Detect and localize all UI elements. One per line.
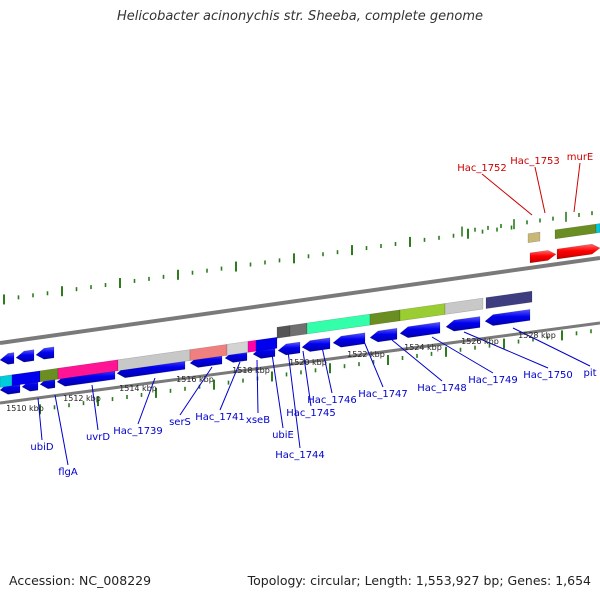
scale-label: 1524 kbp xyxy=(404,343,442,352)
leader-line xyxy=(534,166,546,214)
gene-label: ubiD xyxy=(30,442,53,453)
leader-line xyxy=(287,350,301,449)
genome-backbone xyxy=(0,256,600,405)
gene-block xyxy=(276,325,291,339)
leader-line xyxy=(431,336,494,374)
gene-label: Hac_1753 xyxy=(510,156,560,167)
map-title: Helicobacter acinonychis str. Sheeba, co… xyxy=(116,9,483,24)
gene-block xyxy=(39,367,59,383)
tick-marks xyxy=(3,211,593,415)
leader-line xyxy=(256,359,259,414)
scale-label: 1522 kbp xyxy=(347,350,385,359)
gene-block xyxy=(226,341,249,356)
gene-label: murE xyxy=(567,152,594,163)
gene-arrow xyxy=(301,337,331,352)
leader-line xyxy=(137,377,156,425)
label-leaders xyxy=(37,162,591,466)
gene-block xyxy=(255,336,278,352)
leader-line xyxy=(37,397,43,441)
gene-arrow xyxy=(484,309,531,326)
leader-line xyxy=(91,384,99,431)
scale-label: 1526 kbp xyxy=(461,337,499,346)
scale-label: 1512 kbp xyxy=(63,394,101,403)
scale-label: 1510 kbp xyxy=(6,404,44,413)
leader-line xyxy=(463,331,549,369)
gene-block xyxy=(485,290,533,309)
gene-label: serS xyxy=(169,417,191,428)
gene-block xyxy=(306,313,371,335)
leader-line xyxy=(512,327,591,367)
gene-block xyxy=(595,223,600,234)
leader-line xyxy=(362,338,384,388)
gene-arrow xyxy=(369,327,398,343)
gene-label: flgA xyxy=(58,467,78,478)
gene-block xyxy=(527,231,541,243)
gene-label: uvrD xyxy=(86,432,110,443)
reverse-strand-track xyxy=(0,336,278,388)
gene-label: pit xyxy=(583,368,596,379)
gene-label: Hac_1752 xyxy=(457,163,507,174)
leader-line xyxy=(302,350,312,407)
gene-block xyxy=(554,223,597,240)
gene-label: Hac_1749 xyxy=(468,375,518,386)
gene-label: Hac_1746 xyxy=(307,395,357,406)
gene-arrow xyxy=(529,250,557,264)
leader-line xyxy=(321,346,333,394)
gene-label: Hac_1750 xyxy=(523,370,573,381)
scale-labels: 1510 kbp 1512 kbp 1514 kbp 1516 kbp 1518 kbp… xyxy=(6,331,556,413)
leader-line xyxy=(481,173,533,216)
gene-block xyxy=(0,374,13,388)
gene-label: Hac_1745 xyxy=(286,408,336,419)
leader-line xyxy=(219,361,241,411)
accession-text: Accession: NC_008229 xyxy=(9,573,152,588)
gene-block xyxy=(444,297,484,315)
gene-label: Hac_1739 xyxy=(113,426,163,437)
gene-arrow xyxy=(35,346,55,360)
gene-arrow xyxy=(399,321,441,338)
scale-label: 1520 kbp xyxy=(289,358,327,367)
gene-arrow xyxy=(277,341,301,356)
right-gene-cluster xyxy=(527,223,600,264)
gene-block xyxy=(247,339,257,353)
scale-label: 1514 kbp xyxy=(119,384,157,393)
gene-block xyxy=(289,322,308,337)
gene-block xyxy=(399,303,446,322)
scale-label: 1516 kbp xyxy=(176,375,214,384)
gene-arrow xyxy=(332,332,366,348)
leader-line xyxy=(573,162,581,213)
leader-line xyxy=(391,339,443,382)
gene-label: Hac_1747 xyxy=(358,389,408,400)
gene-arrow xyxy=(556,243,600,260)
gene-arrow xyxy=(445,316,481,332)
genome-summary-text: Topology: circular; Length: 1,553,927 bp… xyxy=(247,573,591,588)
gene-label: ubiE xyxy=(272,430,294,441)
gene-label: xseB xyxy=(246,415,270,426)
leader-line xyxy=(271,353,284,429)
scale-label: 1528 kbp xyxy=(518,331,556,340)
gene-label: Hac_1748 xyxy=(417,383,467,394)
leader-line xyxy=(179,366,213,416)
gene-block xyxy=(189,344,228,361)
leader-line xyxy=(54,394,69,466)
gene-label: Hac_1741 xyxy=(195,412,245,423)
gene-arrow xyxy=(15,349,35,363)
gene-block xyxy=(369,309,401,326)
gene-arrow xyxy=(0,352,15,365)
scale-label: 1518 kbp xyxy=(232,366,270,375)
gene-label: Hac_1744 xyxy=(275,450,325,461)
